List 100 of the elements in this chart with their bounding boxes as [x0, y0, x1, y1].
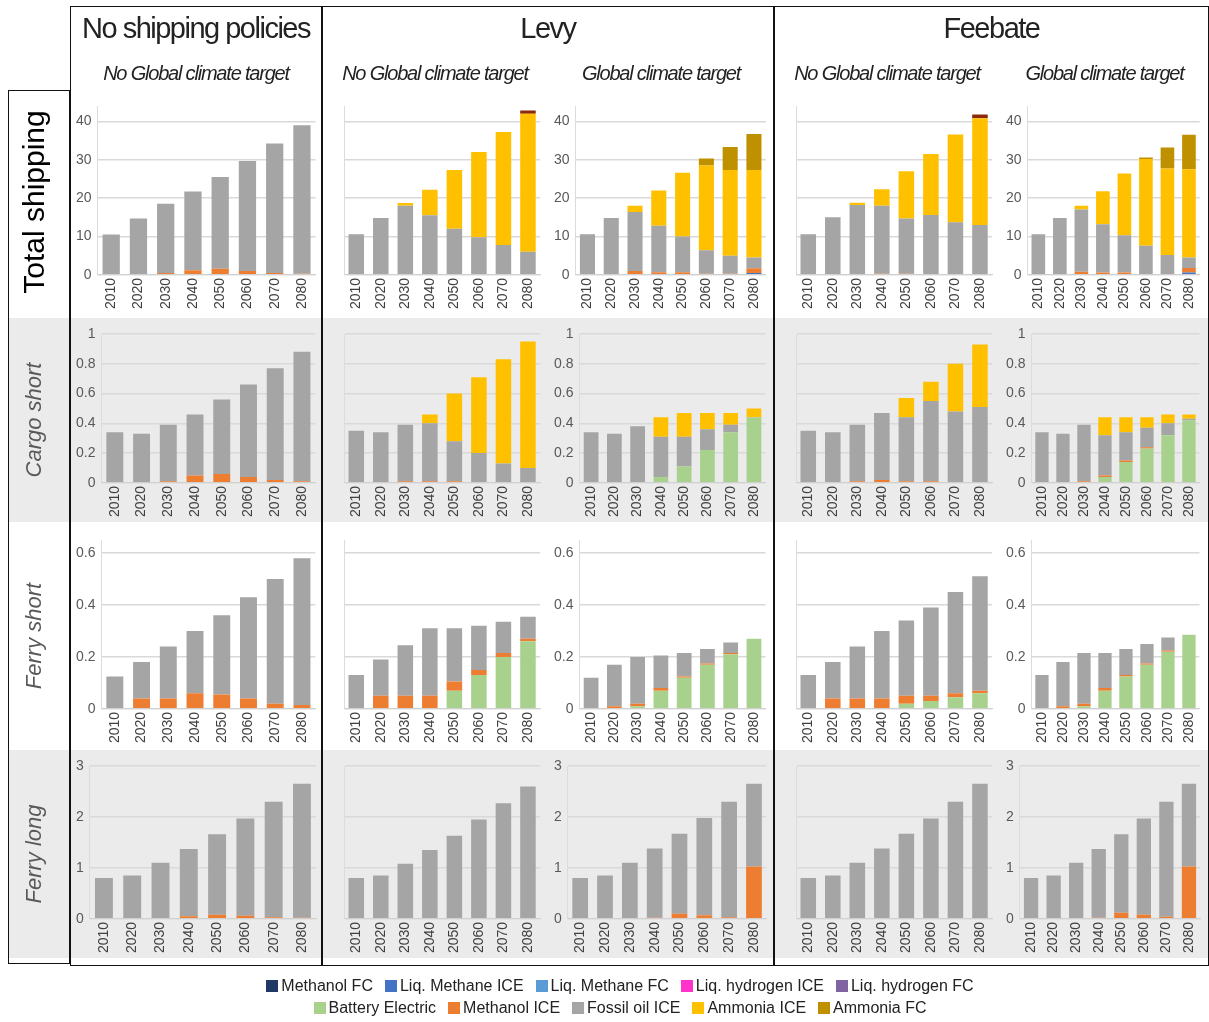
x-tick-label: 2020 — [595, 921, 612, 954]
x-tick-label: 2080 — [970, 921, 987, 954]
x-tick-label: 2070 — [266, 711, 283, 744]
x-tick-label: 2020 — [371, 485, 388, 518]
x-tick-label: 2060 — [698, 711, 715, 744]
x-tick-label: 2010 — [1021, 921, 1038, 954]
x-tick-label: 2050 — [897, 277, 914, 310]
y-tick-label: 0 — [75, 909, 84, 926]
y-tick-label: 0.4 — [553, 414, 574, 431]
x-tick-label: 2010 — [347, 711, 364, 744]
legend-label: Ammonia FC — [833, 999, 927, 1016]
x-tick-label: 2080 — [970, 277, 987, 310]
x-tick-label: 2040 — [420, 485, 437, 518]
y-tick-label: 0 — [1013, 265, 1022, 282]
x-tick-label: 2070 — [264, 921, 281, 954]
x-tick-label: 2010 — [799, 921, 816, 954]
x-tick-label: 2050 — [445, 711, 462, 744]
y-tick-label: 0 — [553, 909, 562, 926]
x-tick-label: 2070 — [946, 711, 963, 744]
x-tick-label: 2010 — [799, 277, 816, 310]
x-tick-label: 2040 — [420, 711, 437, 744]
x-tick-label: 2050 — [1115, 277, 1132, 310]
y-axis-title: Total shipping — [16, 109, 51, 296]
chart-title: No shipping policies — [81, 12, 312, 45]
y-axis-title: Ferry long — [20, 803, 47, 906]
y-tick-label: 3 — [75, 756, 84, 773]
y-tick-label: 0 — [87, 699, 96, 716]
y-tick-label: 10 — [75, 227, 92, 244]
x-tick-label: 2080 — [744, 921, 761, 954]
y-tick-label: 0.6 — [553, 543, 574, 560]
legend-label: Liq. Methane ICE — [399, 977, 524, 994]
y-tick-label: 0.2 — [75, 443, 96, 460]
legend-label: Fossil oil ICE — [587, 999, 681, 1016]
y-tick-label: 0.4 — [553, 595, 574, 612]
x-tick-label: 2030 — [156, 277, 173, 310]
x-tick-label: 2070 — [946, 485, 963, 518]
x-tick-label: 2080 — [518, 921, 535, 954]
y-axis-title: Ferry short — [20, 581, 47, 692]
x-tick-label: 2030 — [625, 277, 642, 310]
legend-label: Methanol ICE — [463, 999, 561, 1016]
legend-label: Liq. Methane FC — [550, 977, 669, 994]
x-tick-label: 2010 — [799, 711, 816, 744]
x-tick-label: 2050 — [670, 921, 687, 954]
x-tick-label: 2020 — [129, 277, 146, 310]
x-tick-label: 2010 — [94, 921, 111, 954]
y-tick-label: 40 — [1005, 112, 1022, 129]
x-tick-label: 2050 — [897, 921, 914, 954]
x-tick-label: 2050 — [675, 711, 692, 744]
y-tick-label: 3 — [553, 756, 562, 773]
chart-title: Levy — [519, 12, 578, 45]
x-tick-label: 2020 — [1050, 277, 1067, 310]
x-tick-label: 2080 — [292, 485, 309, 518]
x-tick-label: 2040 — [872, 921, 889, 954]
x-tick-label: 2040 — [872, 485, 889, 518]
x-tick-label: 2010 — [1032, 485, 1049, 518]
x-tick-label: 2020 — [123, 921, 140, 954]
x-tick-label: 2010 — [571, 921, 588, 954]
x-tick-label: 2030 — [628, 485, 645, 518]
x-tick-label: 2060 — [1137, 711, 1154, 744]
x-tick-label: 2030 — [396, 921, 413, 954]
legend-label: Liq. hydrogen ICE — [695, 977, 824, 994]
y-tick-label: 0 — [565, 699, 574, 716]
x-tick-label: 2020 — [1053, 485, 1070, 518]
y-tick-label: 40 — [75, 112, 92, 129]
y-tick-label: 0.4 — [1005, 414, 1026, 431]
y-tick-label: 20 — [75, 188, 92, 205]
x-tick-label: 2070 — [721, 485, 738, 518]
y-tick-label: 1 — [87, 324, 96, 341]
y-tick-label: 0.4 — [75, 595, 96, 612]
y-tick-label: 0.6 — [553, 384, 574, 401]
y-tick-label: 0 — [565, 473, 574, 490]
y-tick-label: 0 — [1005, 909, 1014, 926]
x-tick-label: 2040 — [1095, 485, 1112, 518]
x-tick-label: 2050 — [445, 485, 462, 518]
y-tick-label: 0.4 — [75, 414, 96, 431]
x-tick-label: 2060 — [1137, 485, 1154, 518]
x-tick-label: 2060 — [239, 485, 256, 518]
x-tick-label: 2050 — [1112, 921, 1129, 954]
x-tick-label: 2020 — [1044, 921, 1061, 954]
y-tick-label: 0 — [1017, 699, 1026, 716]
x-tick-label: 2030 — [151, 921, 168, 954]
x-tick-label: 2070 — [494, 277, 511, 310]
x-tick-label: 2070 — [721, 277, 738, 310]
x-tick-label: 2070 — [494, 485, 511, 518]
x-tick-label: 2010 — [581, 711, 598, 744]
x-tick-label: 2030 — [848, 711, 865, 744]
x-tick-label: 2060 — [921, 277, 938, 310]
x-tick-label: 2080 — [292, 711, 309, 744]
x-tick-label: 2080 — [518, 711, 535, 744]
x-tick-label: 2040 — [651, 711, 668, 744]
x-tick-label: 2040 — [872, 711, 889, 744]
x-tick-label: 2060 — [1134, 921, 1151, 954]
x-tick-label: 2040 — [420, 277, 437, 310]
x-tick-label: 2070 — [494, 921, 511, 954]
x-tick-label: 2070 — [946, 277, 963, 310]
y-tick-label: 40 — [553, 112, 570, 129]
x-tick-label: 2080 — [292, 277, 309, 310]
x-tick-label: 2040 — [649, 277, 666, 310]
x-tick-label: 2040 — [1093, 277, 1110, 310]
x-tick-label: 2080 — [744, 711, 761, 744]
